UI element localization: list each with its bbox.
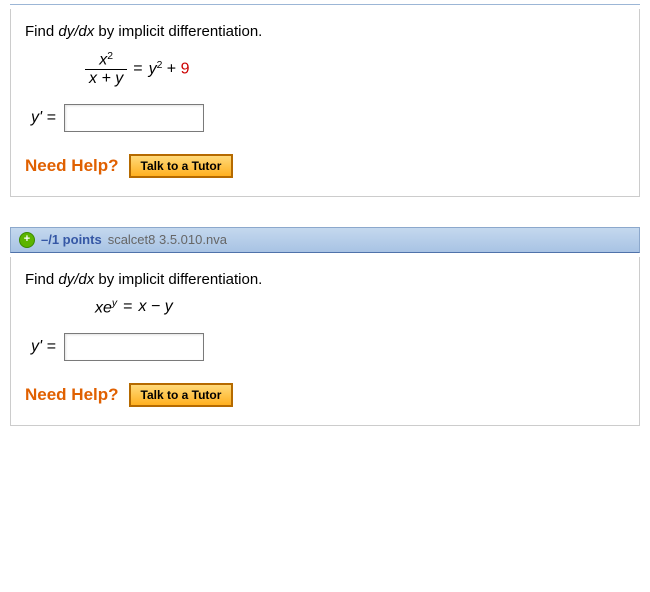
expand-icon[interactable]: + [19,232,35,248]
talk-to-tutor-button[interactable]: Talk to a Tutor [129,383,234,407]
assignment-ref: scalcet8 3.5.010.nva [108,232,227,247]
yprime-label: y' = [31,338,56,356]
rhs-plus: + [162,60,180,77]
rhs-exp: 2 [157,60,163,71]
equation-2: xey = x − y [95,298,625,317]
rhs-const: 9 [181,60,190,77]
equals: = [123,298,132,316]
numerator: x2 [95,50,117,69]
rhs: x − y [138,298,172,316]
answer-input[interactable] [64,333,204,361]
instr-suffix: by implicit differentiation. [94,23,262,40]
answer-row: y' = [31,104,625,132]
help-row: Need Help? Talk to a Tutor [25,154,625,178]
answer-input[interactable] [64,104,204,132]
equation-1: x2 x + y = y2 + 9 [85,50,625,88]
question-1: Find dy/dx by implicit differentiation. … [10,9,640,197]
instr-expr: dy/dx [58,271,94,288]
denominator: x + y [85,69,127,88]
lhs-e: e [103,299,112,316]
instruction: Find dy/dx by implicit differentiation. [25,23,625,40]
need-help-label: Need Help? [25,156,119,176]
rhs: y2 + 9 [149,59,190,78]
lhs-y-exp: y [112,298,117,309]
top-rule [10,4,640,5]
instr-expr: dy/dx [58,23,94,40]
question-2: Find dy/dx by implicit differentiation. … [10,257,640,426]
help-row: Need Help? Talk to a Tutor [25,383,625,407]
num-exp: 2 [107,51,113,62]
answer-row: y' = [31,333,625,361]
instr-prefix: Find [25,271,58,288]
lhs: xey [95,298,117,317]
points-label: –/1 points [41,232,102,247]
rhs-var: y [149,60,157,77]
fraction: x2 x + y [85,50,127,88]
instr-suffix: by implicit differentiation. [94,271,262,288]
question-2-header: + –/1 points scalcet8 3.5.010.nva [10,227,640,253]
instruction: Find dy/dx by implicit differentiation. [25,271,625,288]
instr-prefix: Find [25,23,58,40]
lhs-x: x [95,299,103,316]
yprime-label: y' = [31,109,56,127]
equals: = [133,60,142,78]
talk-to-tutor-button[interactable]: Talk to a Tutor [129,154,234,178]
need-help-label: Need Help? [25,385,119,405]
